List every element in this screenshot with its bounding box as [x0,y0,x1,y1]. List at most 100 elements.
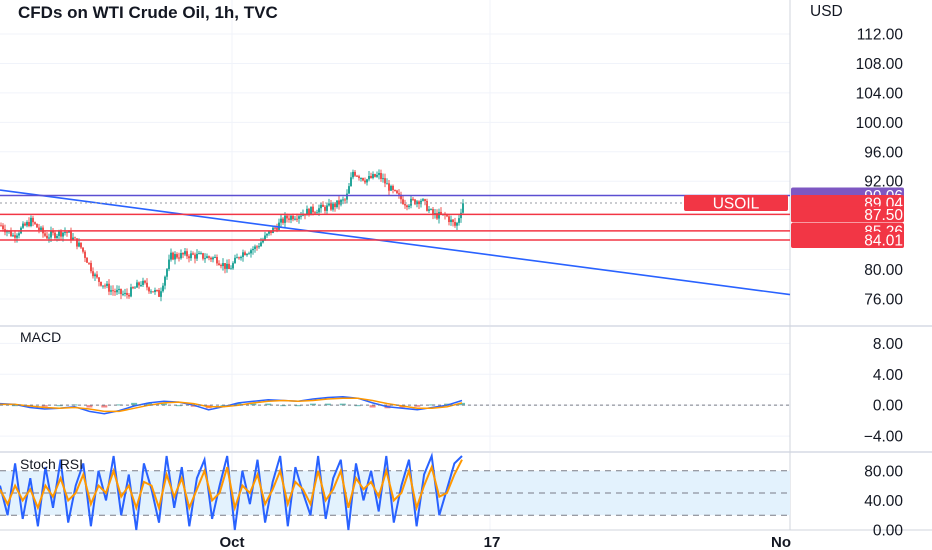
candle-body [318,208,320,213]
candle-body [136,282,138,288]
candle-body [326,205,328,211]
candle-body [268,231,270,234]
candle-body [160,291,162,297]
candle-body [156,290,158,292]
candle-body [118,288,120,290]
candle-body [152,291,154,293]
candle-body [386,183,388,185]
candle-body [0,225,2,227]
candle-body [64,231,66,233]
macd-signal-line [0,397,463,413]
candle-body [40,227,42,230]
candle-body [202,253,204,259]
candle-body [218,263,220,266]
macd-pane-title: MACD [20,329,62,345]
candle-body [400,194,402,200]
candle-body [2,225,4,230]
candle-body [90,262,92,272]
candle-body [56,235,58,238]
candle-body [312,206,314,213]
candle-body [418,201,420,205]
chart-title: CFDs on WTI Crude Oil, 1h, TVC [18,3,278,22]
candle-body [128,294,130,297]
candle-body [352,171,354,178]
candle-body [310,206,312,216]
candle-body [168,259,170,270]
stoch-tick-2: 0.00 [873,523,904,540]
candle-body [420,200,422,205]
candle-body [214,257,216,259]
candle-body [84,251,86,258]
candle-body [6,231,8,233]
macd-histogram-bar [414,405,421,407]
candle-body [188,256,190,259]
candle-body [306,208,308,216]
candle-body [24,223,26,226]
candle-body [106,283,108,286]
macd-histogram-bar [250,403,257,406]
candle-body [58,231,60,236]
candle-body [222,263,224,267]
candle-body [224,263,226,269]
candle-body [264,235,266,240]
candle-body [80,242,82,248]
candle-body [14,235,16,238]
candle-body [290,215,292,220]
candle-body [228,263,230,269]
candle-body [230,268,232,270]
candle-body [236,257,238,259]
candle-body [34,222,36,224]
candle-body [404,204,406,206]
candle-body [296,218,298,220]
candle-body [88,262,90,264]
candle-body [216,257,218,264]
candle-body [18,233,20,236]
candle-body [322,204,324,207]
candle-body [292,215,294,220]
candle-body [448,216,450,223]
candle-body [48,237,50,239]
macd-histogram-bar [41,405,48,407]
candle-body [70,231,72,240]
candle-body [60,231,62,237]
candle-body [450,219,452,223]
candle-body [238,257,240,259]
candle-body [364,180,366,183]
symbol-tag-label: USOIL [713,196,760,213]
candle-body [68,231,70,233]
candle-body [422,199,424,201]
candle-body [174,254,176,260]
candle-body [284,215,286,223]
candle-body [12,235,14,237]
candle-body [406,205,408,208]
candle-body [94,274,96,277]
candle-body [44,233,46,236]
candle-body [98,277,100,282]
macd-histogram-bar [56,405,63,407]
candle-body [100,281,102,286]
candle-body [30,217,32,227]
time-tick-oct: Oct [219,534,244,550]
candle-body [458,218,460,223]
stoch-tick-0: 80.00 [864,463,903,480]
candle-body [176,254,178,258]
candle-body [82,247,84,252]
candle-body [146,282,148,288]
candle-body [92,271,94,277]
candle-body [144,280,146,283]
candle-body [104,285,106,287]
macd-histogram-bar [131,402,138,406]
candle-body [300,215,302,217]
stoch-rsi-pane-title: Stoch RSI [20,456,84,472]
candle-body [26,222,28,226]
candle-body [324,206,326,211]
candle-body [192,253,194,255]
candle-body [438,211,440,219]
candle-body [10,230,12,237]
candle-body [232,263,234,269]
candle-body [116,289,118,293]
candle-body [256,246,258,248]
candle-body [154,290,156,293]
candle-body [288,218,290,220]
